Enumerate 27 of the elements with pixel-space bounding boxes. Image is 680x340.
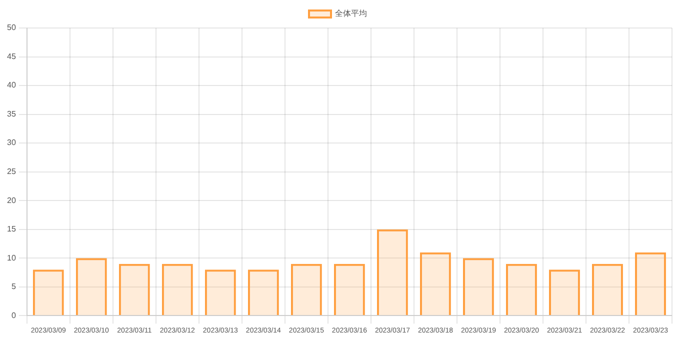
bar bbox=[248, 270, 279, 316]
bar bbox=[635, 252, 666, 316]
y-tick-label: 10 bbox=[6, 253, 16, 262]
bar bbox=[204, 270, 236, 316]
y-tick-label: 20 bbox=[6, 196, 16, 205]
y-tick-label: 45 bbox=[6, 52, 16, 61]
bar bbox=[506, 264, 537, 316]
bar bbox=[376, 229, 408, 316]
bar bbox=[462, 258, 494, 316]
bar bbox=[162, 264, 193, 316]
bar bbox=[549, 270, 580, 316]
bar bbox=[592, 264, 623, 316]
y-tick-label: 50 bbox=[6, 23, 16, 32]
y-tick-label: 30 bbox=[6, 138, 16, 148]
y-tick-label: 40 bbox=[6, 80, 16, 90]
y-tick-label: 25 bbox=[6, 167, 16, 176]
bar bbox=[118, 264, 150, 316]
legend-label: 全体平均 bbox=[335, 9, 367, 18]
y-tick-label: 35 bbox=[6, 109, 16, 118]
bar bbox=[420, 252, 451, 316]
y-tick-label: 5 bbox=[11, 282, 16, 292]
y-tick-label: 0 bbox=[11, 310, 16, 320]
y-tick-label: 15 bbox=[6, 224, 16, 234]
bar bbox=[334, 264, 365, 316]
bar bbox=[32, 270, 64, 316]
bar bbox=[76, 258, 107, 316]
bar bbox=[290, 264, 322, 316]
